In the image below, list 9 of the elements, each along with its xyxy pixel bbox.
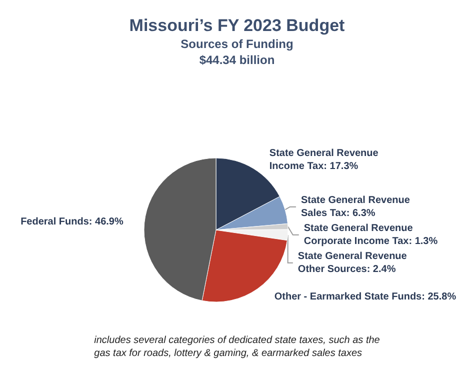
slice-label: Federal Funds: 46.9% (20, 216, 124, 228)
slice-label: State General Revenue Sales Tax: 6.3% (300, 194, 410, 219)
chart-title: Missouri’s FY 2023 Budget (129, 16, 346, 35)
slice-label: State General Revenue Other Sources: 2.4% (298, 250, 408, 275)
chart-subtitle: Sources of Funding $44.34 billion (180, 37, 294, 67)
slice-label: Other - Earmarked State Funds: 25.8% (274, 291, 456, 302)
slice-label: State General Revenue Income Tax: 17.3% (269, 148, 379, 172)
text: includes several categories of dedicated state taxes, such as the gas tax for roads, lottery & gaming, & earmarked sales taxes (94, 335, 380, 359)
slice-label: State General Revenue Corporate Income Tax: 1.3% (304, 222, 438, 247)
